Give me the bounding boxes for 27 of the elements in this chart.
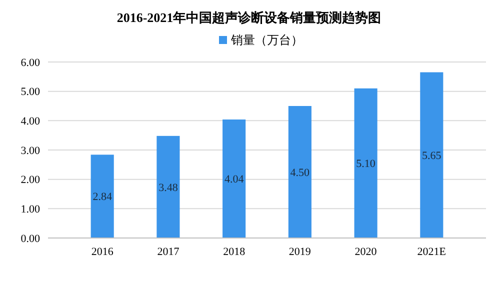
bar (288, 106, 312, 238)
x-tick-label: 2018 (223, 246, 246, 258)
data-label: 3.48 (158, 182, 178, 194)
bar (222, 119, 246, 238)
bar (420, 72, 444, 238)
data-label: 4.04 (224, 174, 244, 186)
x-tick-label: 2020 (354, 246, 378, 258)
chart-title: 2016-2021年中国超声诊断设备销量预测趋势图 (116, 10, 382, 25)
data-label: 4.50 (290, 166, 310, 179)
y-tick-label: 2.00 (20, 174, 40, 186)
bar (90, 154, 114, 238)
y-tick-label: 1.00 (20, 204, 40, 216)
legend-label: 销量（万台） (230, 33, 303, 47)
bar (156, 136, 180, 238)
y-tick-label: 4.00 (20, 116, 40, 128)
bar (354, 88, 378, 238)
x-tick-label: 2021E (417, 246, 446, 258)
x-tick-label: 2017 (157, 246, 180, 258)
x-tick-label: 2019 (288, 246, 312, 258)
y-tick-label: 6.00 (20, 56, 40, 69)
x-tick-label: 2016 (91, 246, 114, 258)
y-tick-label: 0.00 (20, 232, 40, 245)
y-tick-label: 3.00 (20, 144, 40, 157)
data-label: 2.84 (92, 191, 112, 204)
data-label: 5.10 (356, 158, 376, 170)
y-tick-label: 5.00 (20, 86, 40, 98)
data-label: 5.65 (422, 150, 442, 162)
